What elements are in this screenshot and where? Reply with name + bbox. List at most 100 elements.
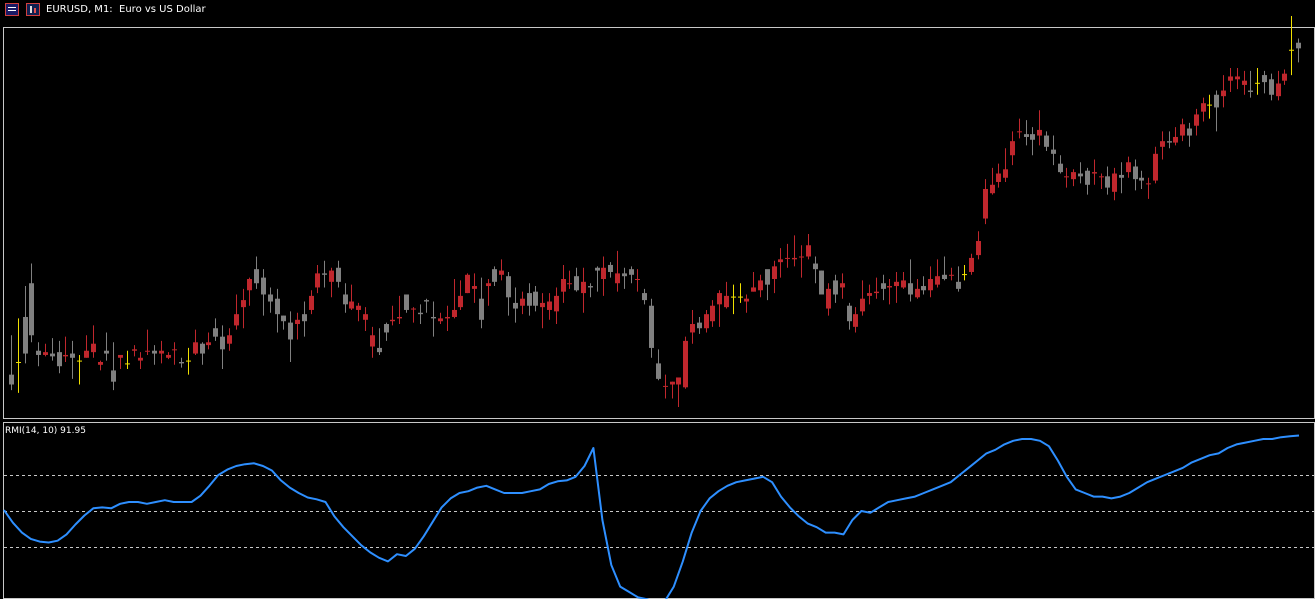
candle-body [676, 377, 681, 385]
candle-body [956, 281, 961, 289]
candle-body [1146, 183, 1151, 185]
candle-body [159, 350, 164, 354]
candle-body [506, 276, 511, 298]
candle-body [315, 273, 320, 288]
candle-body [751, 287, 756, 292]
candle-body [98, 361, 103, 365]
candle-body [1173, 136, 1178, 143]
candle-body [983, 188, 988, 219]
candle-body [384, 324, 389, 333]
candle-body [1153, 153, 1158, 181]
candle-body [942, 274, 947, 280]
candle-body [601, 267, 606, 280]
candle-body [1078, 173, 1083, 177]
candle-body [554, 295, 559, 312]
candle-body [1201, 103, 1206, 112]
chart-header: EURUSD, M1: Euro vs US Dollar [0, 0, 1315, 20]
candle-body [561, 279, 566, 292]
window-list-icon[interactable] [5, 3, 19, 16]
candle-body [1255, 82, 1260, 84]
candle-body [935, 276, 940, 285]
candle-body [867, 293, 872, 296]
candle-body [1221, 90, 1226, 97]
candle-body [1235, 76, 1240, 80]
candle-body [901, 280, 906, 288]
candle-body [23, 316, 28, 354]
candle-body [908, 283, 913, 295]
candle-body [588, 286, 593, 288]
candle-body [438, 318, 443, 322]
candle-body [1044, 135, 1049, 147]
candle-body [513, 302, 518, 309]
candle-body [738, 296, 743, 298]
candle-body [758, 280, 763, 291]
candle-body [670, 381, 675, 385]
candle-body [472, 286, 477, 289]
candle-body [302, 314, 307, 322]
candle-body [1269, 79, 1274, 95]
candle-body [874, 291, 879, 294]
candle-body [969, 257, 974, 272]
candle-body [295, 319, 300, 325]
candle-body [962, 274, 967, 276]
candle-body [281, 315, 286, 322]
candle-body [77, 360, 82, 362]
candle-body [1228, 76, 1233, 81]
candle-body [220, 336, 225, 350]
candle-body [186, 360, 191, 362]
candle-body [1051, 149, 1056, 154]
candle-body [690, 324, 695, 333]
candle-body [615, 273, 620, 284]
candle-body [1180, 124, 1185, 136]
candle-body [431, 316, 436, 319]
candle-body [349, 301, 354, 309]
candle-body [29, 283, 34, 336]
candle-body [370, 335, 375, 347]
candle-body [1282, 73, 1287, 81]
candle-body [915, 288, 920, 298]
candle-body [172, 349, 177, 351]
candle-body [138, 357, 143, 361]
candle-body [567, 283, 572, 285]
candle-body [57, 352, 62, 367]
candle-body [785, 257, 790, 259]
candle-body [806, 245, 811, 257]
candle-body [309, 295, 314, 310]
candle-body [520, 298, 525, 306]
candle-body [213, 328, 218, 337]
candle-body [1085, 170, 1090, 185]
candle-body [465, 274, 470, 294]
rmi-levels [4, 475, 1314, 548]
candle-body [43, 352, 48, 355]
candle-body [1003, 169, 1008, 178]
candle-body [1133, 166, 1138, 180]
candle-body [247, 279, 252, 291]
candle-body [608, 264, 613, 272]
candle-body [84, 350, 89, 358]
candle-body [996, 173, 1001, 182]
candle-body [622, 273, 627, 277]
candle-body [1214, 94, 1219, 108]
candle-body [642, 293, 647, 301]
candle-body [744, 298, 749, 302]
candle-body [697, 322, 702, 329]
candle-body [193, 342, 198, 354]
candle-body [1092, 172, 1097, 174]
candle-body [356, 305, 361, 310]
candle-body [1242, 80, 1247, 85]
candle-body [990, 184, 995, 194]
candle-body [227, 335, 232, 344]
candle-series [9, 16, 1301, 407]
candle-body [329, 270, 334, 282]
candle-body [1064, 176, 1069, 178]
candle-body [418, 312, 423, 315]
candle-body [881, 283, 886, 289]
candle-body [799, 256, 804, 258]
candle-body [486, 283, 491, 287]
candle-body [111, 370, 116, 382]
candle-body [1024, 134, 1029, 137]
candle-body [1276, 83, 1281, 97]
candle-body [104, 350, 109, 354]
chart-bars-icon[interactable] [26, 3, 40, 16]
